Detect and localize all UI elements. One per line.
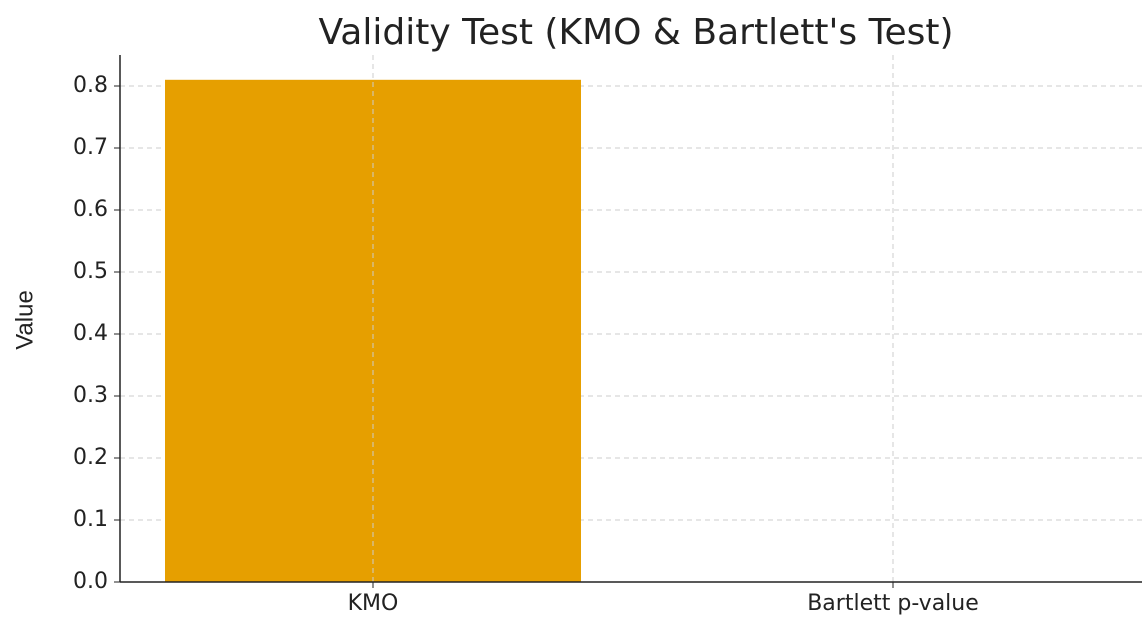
y-tick-label: 0.6 (73, 197, 108, 222)
y-tick-label: 0.4 (73, 321, 108, 346)
y-tick-label: 0.3 (73, 383, 108, 408)
y-tick-label: 0.0 (73, 569, 108, 594)
y-tick-label: 0.5 (73, 259, 108, 284)
y-tick-label: 0.2 (73, 445, 108, 470)
x-tick-label: KMO (348, 591, 399, 616)
y-axis-label: Value (11, 290, 38, 350)
y-tick-label: 0.1 (73, 507, 108, 532)
y-tick-label: 0.8 (73, 73, 108, 98)
chart-title: Validity Test (KMO & Bartlett's Test) (318, 12, 953, 53)
x-tick-label: Bartlett p-value (807, 591, 979, 616)
y-tick-label: 0.7 (73, 135, 108, 160)
